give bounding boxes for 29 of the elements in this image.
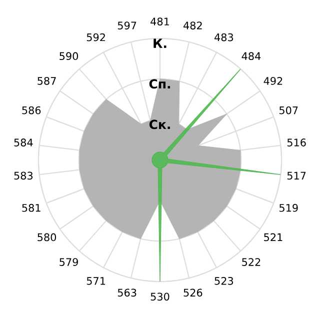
spoke-label: 483 bbox=[214, 33, 234, 42]
spoke-label: 530 bbox=[150, 292, 170, 301]
spoke-label: 507 bbox=[279, 106, 298, 114]
spoke-label: 581 bbox=[22, 204, 40, 212]
y-tick-label: Сп. bbox=[149, 79, 170, 89]
spoke-label: 584 bbox=[14, 138, 33, 146]
spoke-label: 523 bbox=[214, 276, 234, 285]
spoke-label: 521 bbox=[264, 233, 282, 242]
spoke-label: 579 bbox=[60, 258, 78, 266]
spoke-label: 571 bbox=[86, 277, 106, 285]
spoke-label: 482 bbox=[183, 22, 202, 30]
y-tick-label: Ск. bbox=[149, 120, 170, 130]
spoke-label: 592 bbox=[86, 33, 105, 42]
spoke-label: 522 bbox=[242, 258, 260, 266]
spoke-label: 586 bbox=[22, 106, 41, 114]
spoke-label: 583 bbox=[14, 172, 33, 180]
spoke-label: 526 bbox=[184, 288, 202, 297]
spoke-label: 587 bbox=[38, 76, 56, 85]
spoke-label: 580 bbox=[38, 233, 56, 242]
spoke-label: 597 bbox=[118, 22, 136, 30]
spoke-label: 481 bbox=[150, 18, 169, 26]
spoke-label: 492 bbox=[264, 76, 282, 85]
spoke-label: 516 bbox=[287, 138, 306, 146]
spoke-label: 563 bbox=[118, 288, 136, 297]
spoke-label: 484 bbox=[242, 52, 261, 60]
spoke-label: 590 bbox=[60, 52, 78, 60]
spoke-label: 517 bbox=[287, 172, 306, 180]
spoke-label: 519 bbox=[279, 204, 298, 212]
y-tick-label: К. bbox=[154, 38, 166, 48]
